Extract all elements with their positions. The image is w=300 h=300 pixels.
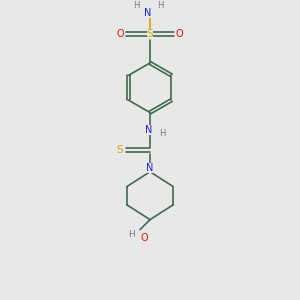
Text: H: H <box>134 1 140 10</box>
Text: S: S <box>116 145 123 155</box>
Text: O: O <box>176 29 184 39</box>
Text: N: N <box>144 8 151 18</box>
Text: H: H <box>159 128 166 137</box>
Text: O: O <box>116 29 124 39</box>
Text: N: N <box>145 125 152 135</box>
Text: O: O <box>140 233 148 243</box>
Text: S: S <box>147 29 153 39</box>
Text: N: N <box>146 164 154 173</box>
Text: H: H <box>157 1 163 10</box>
Text: H: H <box>128 230 135 239</box>
